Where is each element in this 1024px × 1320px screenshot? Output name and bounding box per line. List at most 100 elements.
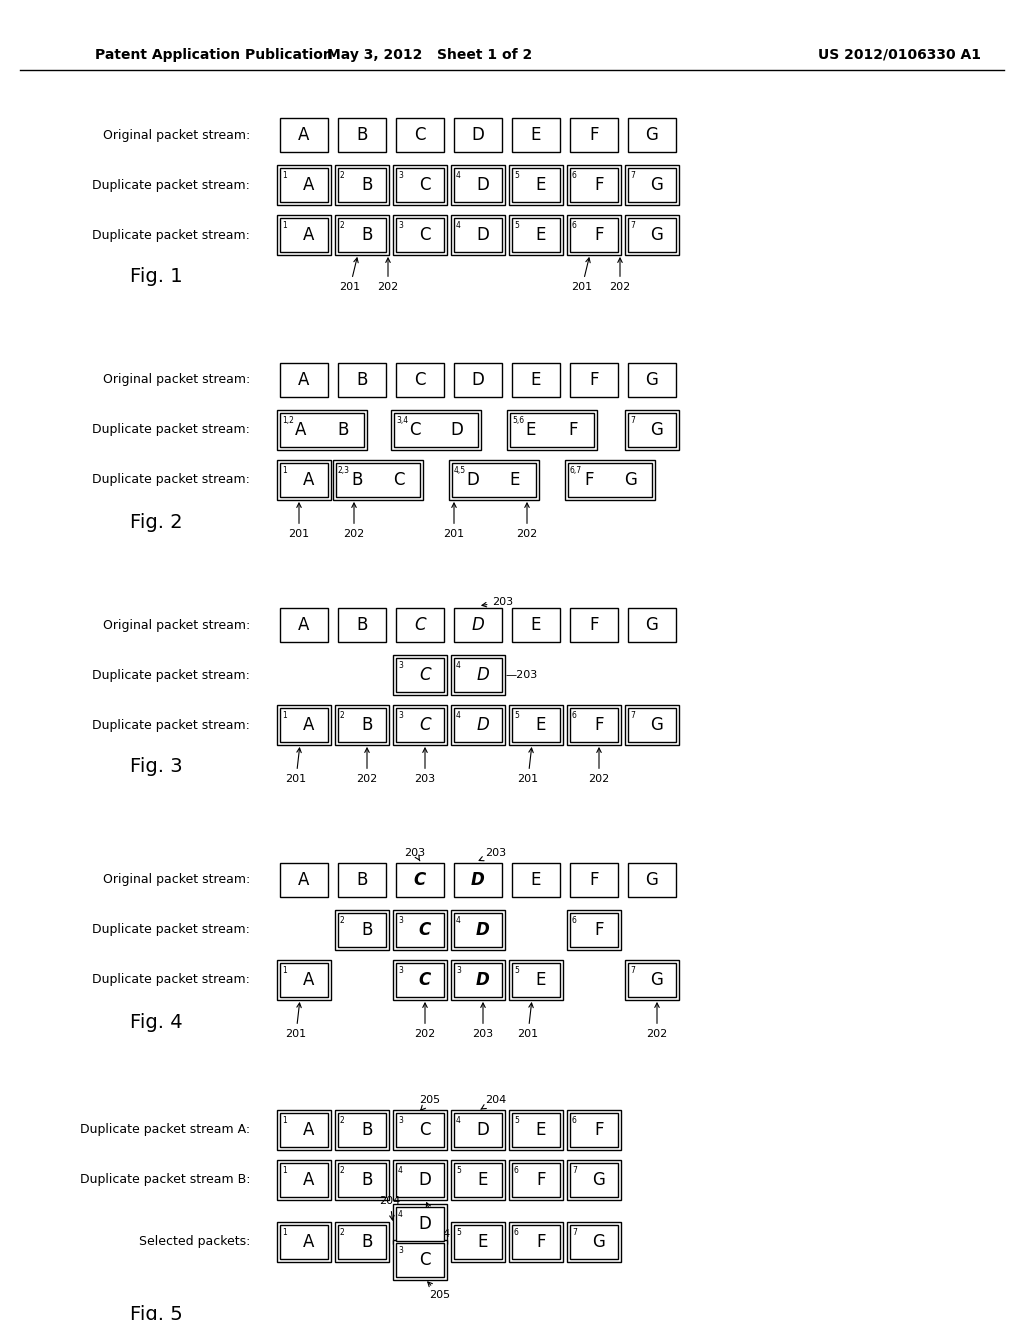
- Bar: [567, 1160, 621, 1200]
- Bar: [396, 1243, 444, 1276]
- Bar: [394, 413, 478, 447]
- Text: G: G: [645, 125, 658, 144]
- Text: E: E: [530, 125, 542, 144]
- Bar: [451, 215, 505, 255]
- Text: A: A: [303, 1171, 314, 1189]
- Bar: [454, 609, 502, 642]
- Text: C: C: [419, 972, 431, 989]
- Text: 6,7: 6,7: [570, 466, 582, 475]
- Bar: [396, 863, 444, 898]
- Bar: [454, 863, 502, 898]
- Bar: [567, 909, 621, 950]
- Text: 5: 5: [514, 172, 519, 180]
- Text: A: A: [303, 1121, 314, 1139]
- Text: G: G: [645, 871, 658, 888]
- Bar: [452, 463, 536, 498]
- Text: C: C: [419, 667, 431, 684]
- Text: 1: 1: [282, 1228, 287, 1237]
- Bar: [625, 165, 679, 205]
- Text: G: G: [645, 371, 658, 389]
- Text: Duplicate packet stream:: Duplicate packet stream:: [92, 474, 250, 487]
- Bar: [396, 168, 444, 202]
- Bar: [335, 1222, 389, 1262]
- Text: 205: 205: [428, 1282, 451, 1300]
- Bar: [451, 655, 505, 696]
- Text: 7: 7: [630, 711, 635, 719]
- Bar: [567, 1222, 621, 1262]
- Bar: [451, 1160, 505, 1200]
- Text: E: E: [536, 226, 546, 244]
- Bar: [338, 1163, 386, 1197]
- Bar: [278, 215, 331, 255]
- Text: F: F: [594, 226, 604, 244]
- Text: G: G: [593, 1233, 605, 1251]
- Text: 4: 4: [398, 1166, 402, 1175]
- Text: 2: 2: [340, 220, 345, 230]
- Text: Duplicate packet stream:: Duplicate packet stream:: [92, 424, 250, 437]
- Text: 7: 7: [572, 1228, 577, 1237]
- Bar: [454, 708, 502, 742]
- Bar: [393, 1160, 447, 1200]
- Bar: [391, 411, 481, 450]
- Bar: [278, 1222, 331, 1262]
- Bar: [628, 168, 676, 202]
- Bar: [570, 218, 618, 252]
- Bar: [338, 913, 386, 946]
- Text: E: E: [525, 421, 537, 440]
- Bar: [451, 165, 505, 205]
- Text: 1: 1: [282, 466, 287, 475]
- Text: F: F: [537, 1171, 546, 1189]
- Bar: [338, 1113, 386, 1147]
- Bar: [393, 909, 447, 950]
- Bar: [278, 960, 331, 1001]
- Bar: [278, 165, 331, 205]
- Text: 5: 5: [514, 220, 519, 230]
- Text: Fig. 4: Fig. 4: [130, 1012, 182, 1031]
- Text: A: A: [298, 616, 309, 634]
- Text: A: A: [298, 125, 309, 144]
- Bar: [280, 708, 328, 742]
- Text: 1: 1: [282, 172, 287, 180]
- Bar: [454, 1113, 502, 1147]
- Bar: [278, 705, 331, 744]
- Bar: [451, 960, 505, 1001]
- Bar: [509, 1160, 563, 1200]
- Bar: [335, 705, 389, 744]
- Text: 2: 2: [340, 1166, 345, 1175]
- Text: Duplicate packet stream B:: Duplicate packet stream B:: [80, 1173, 250, 1187]
- Text: 201: 201: [286, 748, 306, 784]
- Text: A: A: [295, 421, 306, 440]
- Bar: [393, 1110, 447, 1150]
- Text: 1,2: 1,2: [282, 416, 294, 425]
- Text: 5: 5: [456, 1228, 461, 1237]
- Text: Fig. 5: Fig. 5: [130, 1305, 182, 1320]
- Text: 4: 4: [456, 172, 461, 180]
- Text: 202: 202: [646, 1003, 668, 1039]
- Bar: [451, 705, 505, 744]
- Text: 6: 6: [514, 1228, 519, 1237]
- Text: 5,6: 5,6: [512, 416, 524, 425]
- Text: Selected packets:: Selected packets:: [138, 1236, 250, 1249]
- Text: 3,4: 3,4: [396, 416, 409, 425]
- Text: Fig. 2: Fig. 2: [130, 512, 182, 532]
- Bar: [335, 1110, 389, 1150]
- Text: 2: 2: [340, 172, 345, 180]
- Text: G: G: [593, 1171, 605, 1189]
- Text: 202: 202: [343, 503, 365, 539]
- Text: 3: 3: [456, 966, 461, 975]
- Bar: [512, 609, 560, 642]
- Text: G: G: [645, 616, 658, 634]
- Text: F: F: [594, 176, 604, 194]
- Text: 202: 202: [356, 748, 378, 784]
- Bar: [628, 117, 676, 152]
- Bar: [568, 463, 652, 498]
- Bar: [451, 909, 505, 950]
- Bar: [512, 1225, 560, 1259]
- Bar: [278, 1110, 331, 1150]
- Text: 201: 201: [517, 1003, 539, 1039]
- Text: 5: 5: [514, 966, 519, 975]
- Bar: [512, 117, 560, 152]
- Bar: [451, 1222, 505, 1262]
- Text: 4: 4: [456, 1115, 461, 1125]
- Text: 1: 1: [282, 711, 287, 719]
